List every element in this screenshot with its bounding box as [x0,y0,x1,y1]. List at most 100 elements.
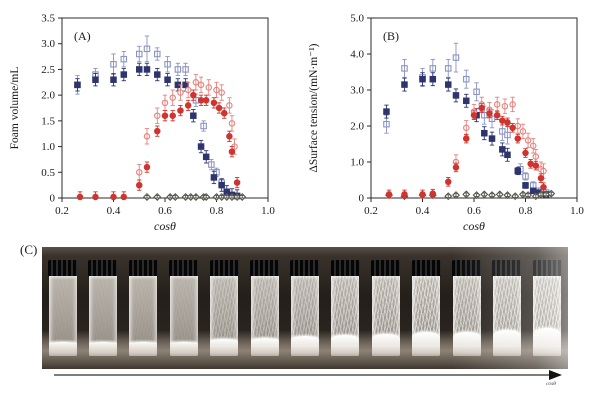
y-tick-label: 3.0 [350,85,364,97]
data-point [537,174,545,182]
data-point [164,76,171,83]
axes: 0.2 0.4 0.6 0.8 1.0 0 0.5 1.0 1.5 2.0 2.5 3.0 3.5 cos… [9,13,275,234]
data-point [488,135,496,142]
data-point [92,76,99,83]
data-point [527,160,534,168]
x-tick-label: 0.6 [467,205,481,217]
vial-foam [371,334,400,345]
x-axis-label: cosθ [463,219,485,233]
data-point [74,81,81,89]
x-tick-label: 0.8 [519,205,533,217]
vial-liquid-base [452,345,481,356]
panel-label: (B) [383,29,399,43]
data-point [76,193,84,201]
vial-cap [250,260,280,276]
vial-cap [532,260,562,276]
series-filled-navy-squares [383,72,550,198]
vial-foam [48,342,77,345]
vial-foam [533,328,562,345]
vial-foam [492,330,521,345]
x-tick-label: 0.4 [107,205,121,217]
vial-glass [492,276,521,356]
vial-liquid-base [129,345,158,356]
data-point [452,164,460,171]
x-tick-label: 0.2 [364,205,378,217]
data-point [154,127,161,135]
data-point [169,112,176,119]
y-tick-label: 0 [50,193,56,205]
vial-liquid-base [331,345,360,356]
vial-glass [331,276,360,356]
x-tick-label: 0.4 [416,205,430,217]
data-point [445,178,452,186]
series-gray-diamonds [142,192,247,201]
y-tick-label: 1.0 [41,141,55,153]
data-point [190,112,197,119]
direction-arrow-icon [54,370,562,380]
vial-glass [452,276,481,356]
data-point [202,97,210,104]
vial [532,260,563,356]
vial-glass [250,276,279,356]
series-filled-red-circles [385,103,547,199]
data-point [481,129,488,137]
vial [370,260,401,356]
vial-cap [169,260,199,276]
series-filled-red-circles [76,89,241,201]
data-point [504,119,511,126]
arrow-head [549,370,562,380]
vial [289,260,320,356]
vial-foam [290,336,319,345]
vial-glass [129,276,158,356]
y-tick-label: 2.0 [41,90,55,102]
data-point [143,66,151,73]
vial-foam [452,332,481,345]
y-tick-label: 2.5 [41,64,55,76]
vial-cap [371,260,401,276]
vial-cap [452,260,482,276]
y-tick-label: 1.0 [350,157,364,169]
panel-b-chart: 0.2 0.4 0.6 0.8 1.0 0 1.0 2.0 3.0 4.0 5.0 cosθ ΔSurf… [308,13,584,234]
data-point [514,167,522,175]
data-point [215,104,223,112]
vial-glass [169,276,198,356]
vial-cap [290,260,320,276]
x-tick-label: 1.0 [570,205,584,217]
vial-cap [411,260,441,276]
y-tick-label: 4.0 [350,49,364,61]
data-point [445,81,452,88]
vial-liquid-base [492,345,521,356]
vial-foam [88,342,117,345]
data-point [190,91,197,99]
panel-c-label: (C) [20,242,38,257]
vial-glass [412,276,441,356]
data-point [210,99,218,107]
y-tick-label: 0 [359,193,365,205]
vial-cap [492,260,522,276]
x-tick-label: 1.0 [261,205,275,217]
vial [87,260,118,356]
vial-cap [48,260,77,276]
data-point [154,71,161,78]
x-tick-label: 0.6 [158,205,172,217]
data-point [401,81,408,88]
vial-liquid-base [88,345,117,356]
data-point [499,146,506,153]
data-point [504,151,511,159]
data-point [463,97,470,105]
data-point [419,191,426,198]
data-point [184,102,192,109]
panel-label: (A) [74,29,91,43]
vial-glass [533,276,562,356]
vial-liquid-base [412,345,441,356]
data-point [182,81,189,89]
vial-liquid-base [533,345,562,356]
y-axis-label: Foam volume/mL [9,67,21,150]
vial-liquid-base [210,345,239,356]
data-point [120,193,128,201]
data-point [383,108,390,115]
vial-glass [88,276,117,356]
series-open-blue-squares [383,42,550,196]
data-point [429,75,437,83]
